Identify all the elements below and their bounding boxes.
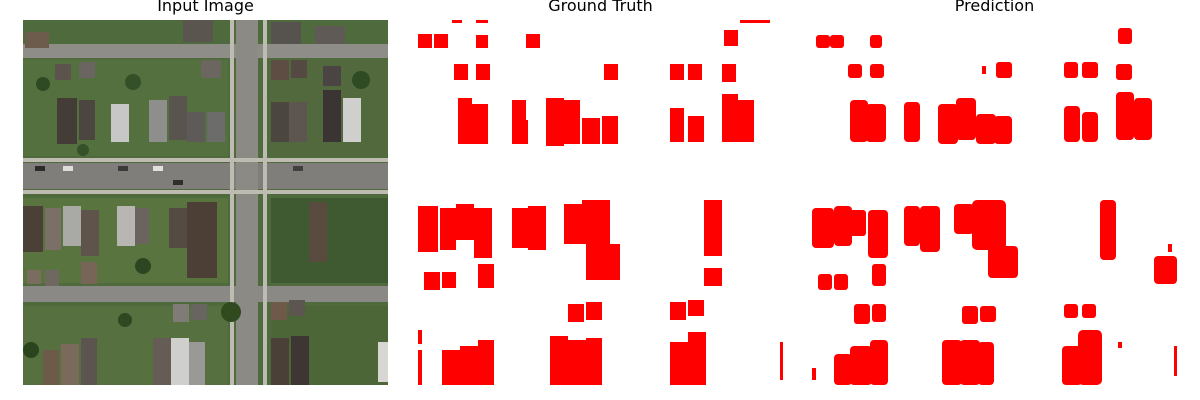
ground-truth-title: Ground Truth xyxy=(548,0,653,15)
aerial-photo xyxy=(23,20,388,385)
ground-truth-mask-image xyxy=(418,20,783,385)
prediction-mask-image xyxy=(812,28,1177,385)
prediction-mask xyxy=(812,20,1177,385)
input-image-title: Input Image xyxy=(157,0,254,15)
input-image xyxy=(23,20,388,385)
ground-truth-mask xyxy=(418,20,783,385)
prediction-title: Prediction xyxy=(954,0,1035,15)
